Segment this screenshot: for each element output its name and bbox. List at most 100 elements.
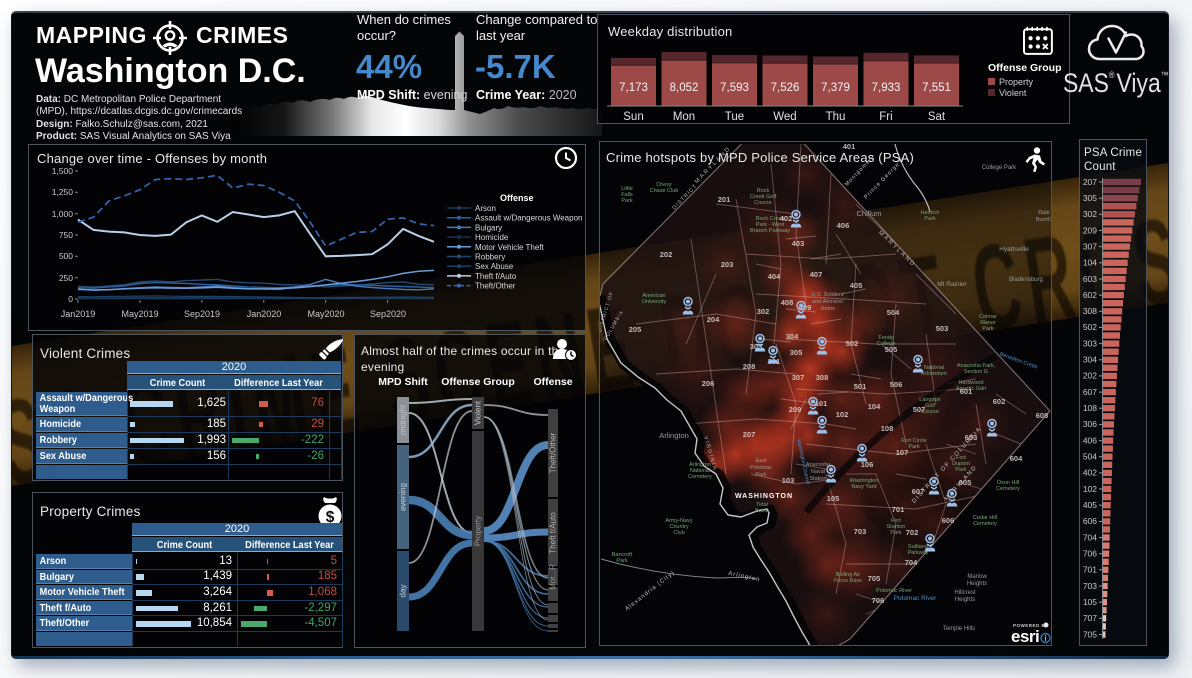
svg-text:Burnt?: Burnt? <box>1036 217 1052 223</box>
svg-text:Sex Abuse: Sex Abuse <box>475 262 514 271</box>
svg-text:Manor: Manor <box>980 320 996 326</box>
svg-text:250: 250 <box>59 273 73 283</box>
svg-text:306: 306 <box>1083 419 1097 429</box>
svg-text:Fendy: Fendy <box>878 335 894 341</box>
svg-text:108: 108 <box>881 424 894 433</box>
svg-text:Sat: Sat <box>928 111 946 123</box>
svg-text:Parkway: Parkway <box>907 550 928 556</box>
svg-text:Theft/Other: Theft/Other <box>549 432 558 473</box>
svg-text:Offense: Offense <box>533 376 572 388</box>
svg-text:Wed: Wed <box>773 111 796 123</box>
svg-text:Bladensburg: Bladensburg <box>1009 277 1043 283</box>
svg-text:University: University <box>642 299 666 305</box>
svg-text:407: 407 <box>810 270 823 279</box>
svg-text:Arson: Arson <box>475 204 496 213</box>
svg-text:209: 209 <box>1083 225 1097 235</box>
svg-text:Violent: Violent <box>999 88 1027 98</box>
svg-text:7,379: 7,379 <box>821 82 850 94</box>
svg-text:705: 705 <box>1083 629 1097 639</box>
svg-text:Basin: Basin <box>755 508 769 514</box>
svg-text:7,551: 7,551 <box>922 82 951 94</box>
svg-text:7,933: 7,933 <box>872 82 901 94</box>
svg-text:106: 106 <box>861 460 874 469</box>
svg-text:503: 503 <box>936 324 949 333</box>
svg-text:405: 405 <box>850 281 863 290</box>
svg-text:0: 0 <box>68 294 73 304</box>
svg-text:607: 607 <box>912 487 925 496</box>
svg-text:506: 506 <box>890 380 903 389</box>
svg-text:Army-Navy: Army-Navy <box>665 518 692 524</box>
svg-text:College Park: College Park <box>982 165 1017 171</box>
svg-text:603: 603 <box>965 433 978 442</box>
svg-text:Mt Rainier: Mt Rainier <box>937 281 967 288</box>
svg-text:Chillum: Chillum <box>856 209 881 218</box>
svg-text:605: 605 <box>959 478 972 487</box>
svg-text:Branch Parkway: Branch Parkway <box>750 228 790 234</box>
svg-text:Cemetery: Cemetery <box>973 521 997 527</box>
svg-text:408: 408 <box>781 298 794 307</box>
svg-text:American: American <box>642 293 665 299</box>
svg-text:Creek Golf: Creek Golf <box>750 194 777 200</box>
svg-text:704: 704 <box>1083 532 1097 542</box>
svg-text:208: 208 <box>743 362 756 371</box>
svg-text:WASHINGTON: WASHINGTON <box>735 493 793 500</box>
svg-text:Fort Circle: Fort Circle <box>901 438 926 444</box>
svg-text:Stanton: Stanton <box>887 524 906 530</box>
svg-text:607: 607 <box>1083 387 1097 397</box>
svg-text:304: 304 <box>1083 355 1097 365</box>
svg-text:Aquatic Gdn: Aquatic Gdn <box>956 386 986 392</box>
svg-text:Assault w/Dangerous Weapon: Assault w/Dangerous Weapon <box>475 214 582 223</box>
svg-text:203: 203 <box>721 260 734 269</box>
svg-text:204: 204 <box>707 315 720 324</box>
svg-text:303: 303 <box>750 342 763 351</box>
svg-text:500: 500 <box>59 251 73 261</box>
svg-text:1,250: 1,250 <box>52 187 74 197</box>
svg-text:302: 302 <box>1083 209 1097 219</box>
svg-text:National: National <box>690 468 710 474</box>
svg-text:Sep2019: Sep2019 <box>184 309 220 319</box>
svg-text:705: 705 <box>868 574 881 583</box>
svg-text:305: 305 <box>790 348 803 357</box>
svg-text:Park: Park <box>755 472 767 478</box>
svg-text:Jan2020: Jan2020 <box>247 309 282 319</box>
svg-text:402: 402 <box>1083 468 1097 478</box>
svg-text:504: 504 <box>1083 452 1097 462</box>
svg-text:Heights: Heights <box>955 597 975 603</box>
svg-text:305: 305 <box>1083 193 1097 203</box>
svg-text:May2019: May2019 <box>121 309 158 319</box>
svg-text:U.S. Soldiers': U.S. Soldiers' <box>811 292 844 298</box>
svg-text:304: 304 <box>786 332 799 341</box>
svg-text:Little: Little <box>621 186 633 192</box>
svg-text:Dupont: Dupont <box>952 461 970 467</box>
svg-text:Rock Creek: Rock Creek <box>756 216 785 222</box>
svg-text:207: 207 <box>743 430 756 439</box>
svg-text:505: 505 <box>885 345 898 354</box>
svg-text:702: 702 <box>906 528 919 537</box>
svg-text:Arlington: Arlington <box>659 431 689 440</box>
svg-text:406: 406 <box>1083 435 1097 445</box>
svg-text:507: 507 <box>913 405 926 414</box>
svg-text:Fri: Fri <box>879 111 892 123</box>
svg-text:Temple Hills: Temple Hills <box>943 626 975 632</box>
svg-text:Cemetery: Cemetery <box>688 474 712 480</box>
svg-text:602: 602 <box>1083 290 1097 300</box>
svg-text:1,500: 1,500 <box>52 166 74 176</box>
svg-text:501: 501 <box>854 382 867 391</box>
svg-text:Bancroft: Bancroft <box>612 552 633 558</box>
svg-text:207: 207 <box>1083 177 1097 187</box>
svg-text:108: 108 <box>1083 403 1097 413</box>
svg-text:105: 105 <box>827 494 840 503</box>
svg-text:404: 404 <box>768 272 781 281</box>
svg-text:303: 303 <box>1083 338 1097 348</box>
svg-text:7,526: 7,526 <box>771 82 800 94</box>
svg-text:701: 701 <box>1083 565 1097 575</box>
svg-text:Park: Park <box>982 326 994 332</box>
svg-text:Course: Course <box>921 409 939 415</box>
svg-text:Arlington: Arlington <box>728 571 761 584</box>
svg-text:Park: Park <box>924 216 936 222</box>
svg-text:day: day <box>399 585 408 598</box>
svg-text:102: 102 <box>1083 484 1097 494</box>
svg-text:Golf: Golf <box>925 403 936 409</box>
svg-text:606: 606 <box>1083 516 1097 526</box>
svg-text:750: 750 <box>59 230 73 240</box>
